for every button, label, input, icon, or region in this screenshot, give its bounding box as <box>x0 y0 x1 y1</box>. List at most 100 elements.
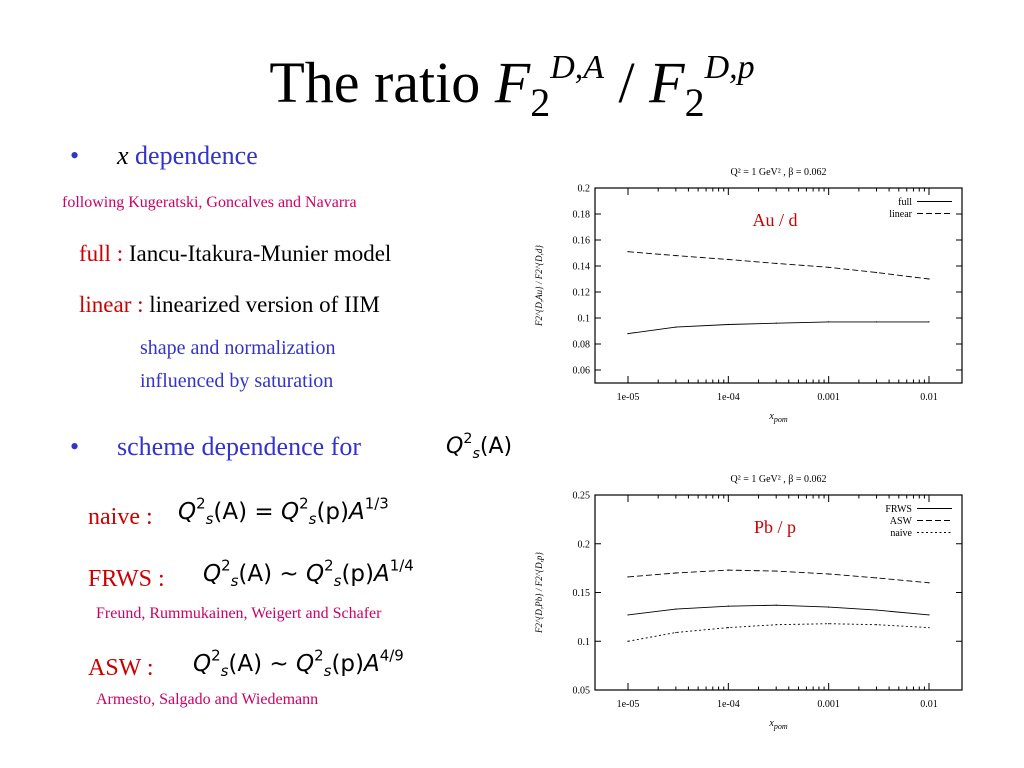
plot-frame <box>594 187 963 384</box>
data-point <box>928 278 930 280</box>
series-line-naive <box>627 623 930 642</box>
chart-annotation: Au / d <box>753 210 798 230</box>
series-line-frws <box>627 604 930 616</box>
x-dependence-heading: x dependence <box>117 141 258 171</box>
y-tick-label: 0.1 <box>578 637 591 648</box>
chart-title: Q² = 1 GeV² , β = 0.062 <box>731 167 827 178</box>
shape-note-line2: influenced by saturation <box>140 370 334 392</box>
data-point <box>875 271 878 274</box>
naive-label: naive : <box>88 504 153 530</box>
y-tick-label: 0.1 <box>578 314 591 325</box>
data-point <box>928 582 930 584</box>
x-tick-label: 1e-04 <box>717 392 740 403</box>
y-tick-label: 0.08 <box>573 340 591 351</box>
y-axis-label: F2^{D,Au} / F2^{D,d} <box>534 245 544 327</box>
chart-annotation: Pb / p <box>754 517 796 537</box>
data-point <box>928 614 930 616</box>
x-tick-label: 1e-05 <box>617 699 640 710</box>
data-point <box>875 577 878 579</box>
y-tick-label: 0.06 <box>573 366 591 377</box>
data-point <box>828 266 830 268</box>
title-f-denominator: F <box>649 50 685 115</box>
data-point <box>727 258 729 261</box>
legend-label: ASW <box>890 516 913 527</box>
asw-formula: Q2s(A) ~ Q2s(p)A4/9 <box>193 646 404 681</box>
series-line-full <box>627 321 929 335</box>
y-tick-label: 0.14 <box>573 262 591 273</box>
bullet-dot: • <box>70 141 80 170</box>
x-tick-label: 1e-05 <box>617 392 640 403</box>
data-point <box>727 323 729 326</box>
data-point <box>828 573 830 575</box>
slide-title: The ratio F2D,A / F2D,p <box>0 48 1024 123</box>
scheme-bullet-dot: • <box>70 432 80 461</box>
title-slash: / <box>604 50 650 115</box>
asw-label: ASW : <box>88 655 154 681</box>
shape-note-line1: shape and normalization <box>140 337 336 359</box>
data-point <box>727 627 729 629</box>
y-axis-label: F2^{D,Pb} / F2^{D,p} <box>534 552 544 634</box>
y-tick-label: 0.25 <box>573 491 591 502</box>
data-point <box>828 623 830 625</box>
x-axis-label: xpom <box>768 411 787 424</box>
data-point <box>627 640 629 642</box>
data-point <box>675 326 677 328</box>
linear-label: linear : <box>79 292 144 317</box>
data-point <box>775 604 777 606</box>
data-point <box>875 321 878 323</box>
data-point <box>675 572 677 574</box>
y-tick-label: 0.16 <box>573 236 591 247</box>
legend-label: naive <box>890 528 912 539</box>
legend-label: linear <box>889 209 912 220</box>
data-point <box>627 333 629 335</box>
frws-formula: Q2s(A) ~ Q2s(p)A1/4 <box>203 556 414 591</box>
data-point <box>727 569 729 571</box>
frws-credit: Freund, Rummukainen, Weigert and Schafer <box>96 605 382 622</box>
title-f-numerator: F <box>494 50 531 115</box>
legend-label: full <box>898 197 912 208</box>
x-tick-label: 0.01 <box>920 392 938 403</box>
y-tick-label: 0.18 <box>573 210 591 221</box>
title-sub-denominator: 2 <box>684 80 705 125</box>
y-tick-label: 0.15 <box>573 588 591 599</box>
legend-label: FRWS <box>885 504 912 515</box>
data-point <box>775 624 777 626</box>
series-line-asw <box>627 569 930 584</box>
data-point <box>627 576 629 578</box>
frws-label: FRWS : <box>88 566 165 592</box>
title-sup-numerator: D,A <box>550 49 605 86</box>
pb-p-ratio-chart: Q² = 1 GeV² , β = 0.062 0.05 0.1 0.15 0.2 0.2… <box>534 474 963 731</box>
chart-title: Q² = 1 GeV² , β = 0.062 <box>731 474 827 485</box>
data-point <box>828 606 830 608</box>
full-label: full : <box>79 241 124 266</box>
data-point <box>875 609 878 611</box>
asw-credit: Armesto, Salgado and Wiedemann <box>96 691 319 708</box>
x-tick-label: 0.001 <box>817 699 840 710</box>
data-point <box>627 614 629 616</box>
data-point <box>875 624 878 626</box>
title-sup-denominator: D,p <box>704 49 755 86</box>
x-dependence-bullet: • <box>70 141 79 171</box>
data-point <box>727 605 729 607</box>
data-point <box>775 262 777 264</box>
y-tick-label: 0.2 <box>578 184 591 195</box>
qs-formula-heading: Q2s(A) <box>446 431 513 462</box>
full-text: Iancu-Itakura-Munier model <box>128 241 392 266</box>
x-variable: x <box>117 141 129 170</box>
x-axis-label: xpom <box>768 718 787 731</box>
data-point <box>775 570 777 572</box>
y-tick-label: 0.12 <box>573 288 591 299</box>
data-point <box>675 631 677 634</box>
full-definition: full : Iancu-Itakura-Munier model <box>79 241 391 267</box>
y-tick-label: 0.05 <box>573 686 591 697</box>
data-point <box>928 627 930 629</box>
x-dependence-text: dependence <box>135 141 258 170</box>
kugeratski-credit: following Kugeratski, Goncalves and Nava… <box>62 194 357 211</box>
x-tick-label: 0.001 <box>817 392 840 403</box>
data-point <box>775 322 777 324</box>
y-tick-label: 0.2 <box>578 539 591 550</box>
data-point <box>675 608 677 610</box>
x-tick-label: 0.01 <box>920 699 938 710</box>
data-point <box>928 321 930 323</box>
series-line-linear <box>627 251 930 280</box>
